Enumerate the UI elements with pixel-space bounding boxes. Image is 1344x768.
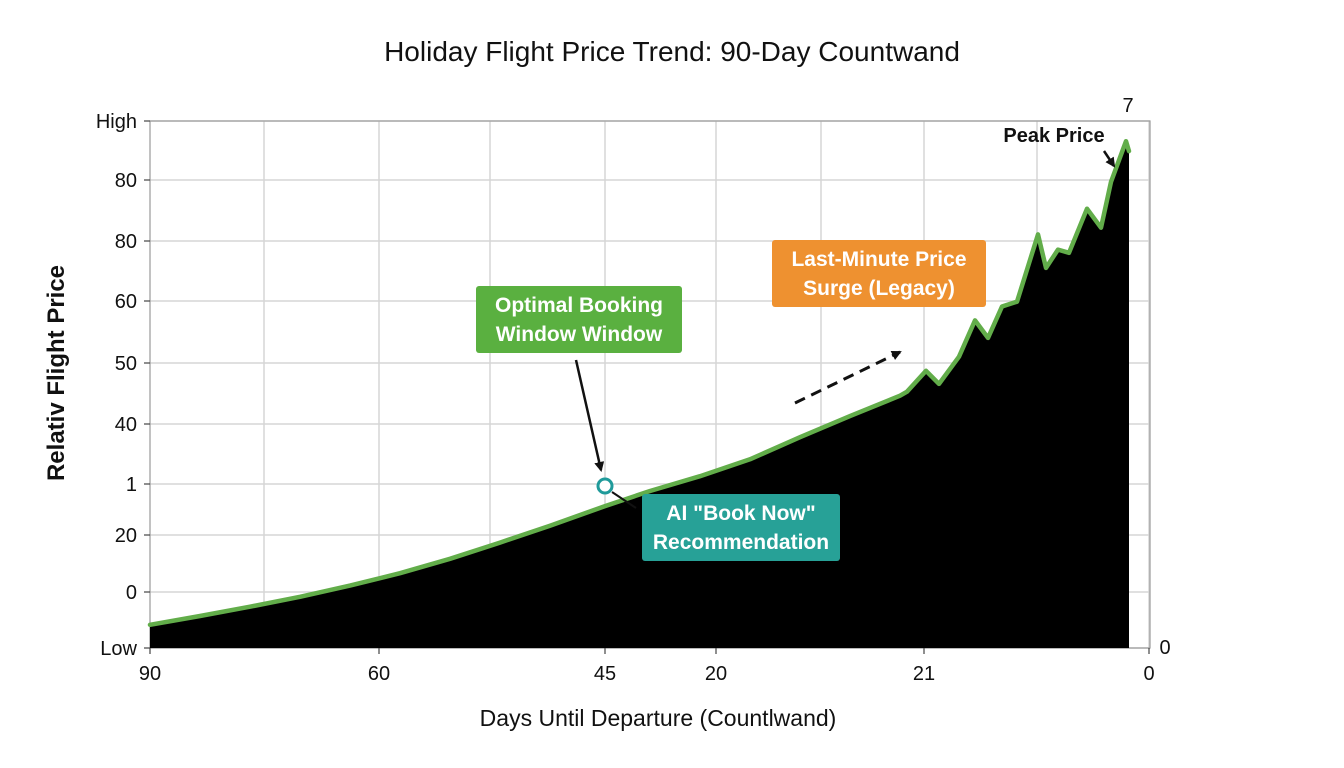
- peak-price-label: Peak Price: [1003, 125, 1104, 147]
- y-axis-label: Relativ Flight Price: [43, 265, 70, 481]
- x-axis-end-label: 0: [1159, 637, 1170, 659]
- ai-recommendation-label: AI "Book Now" Recommendation: [653, 502, 829, 554]
- y-tick-label: 0: [126, 582, 137, 604]
- ai-recommendation-box: [642, 494, 840, 561]
- chart-title: Holiday Flight Price Trend: 90-Day Count…: [384, 36, 960, 67]
- x-tick-label: 21: [913, 663, 935, 685]
- optimal-window-box: [476, 286, 682, 353]
- y-tick-label: 20: [115, 525, 137, 547]
- y-tick-label: High: [96, 111, 137, 133]
- last-minute-surge-label: Last-Minute Price Surge (Legacy): [791, 248, 966, 300]
- peak-tick-label: 7: [1122, 95, 1133, 117]
- ai-recommendation-connector: [611, 491, 637, 509]
- x-axis-label: Days Until Departure (Countlwand): [480, 705, 837, 731]
- y-axis-ticks: Low 0 20 1 40 50 60 80 80 High: [96, 111, 150, 660]
- y-tick-label: 40: [115, 414, 137, 436]
- y-tick-label: 1: [126, 474, 137, 496]
- y-tick-label: Low: [100, 638, 137, 660]
- peak-price-arrow: [1102, 150, 1116, 168]
- price-line: [147, 138, 1132, 628]
- last-minute-surge-box: [772, 240, 986, 307]
- x-tick-label: 20: [705, 663, 727, 685]
- x-axis-ticks: 90 60 45 20 21 0: [139, 648, 1155, 685]
- x-tick-label: 60: [368, 663, 390, 685]
- ai-recommendation-marker: [596, 477, 614, 495]
- x-tick-label: 90: [139, 663, 161, 685]
- surge-dashed-arrow: [794, 350, 902, 405]
- optimal-window-arrow: [574, 359, 605, 472]
- optimal-window-label: Optimal Booking Window Window: [495, 294, 663, 346]
- y-tick-label: 80: [115, 231, 137, 253]
- price-area: [150, 141, 1129, 648]
- y-tick-label: 60: [115, 291, 137, 313]
- x-tick-label: 45: [594, 663, 616, 685]
- y-tick-label: 50: [115, 353, 137, 375]
- x-tick-label: 0: [1143, 663, 1154, 685]
- y-tick-label: 80: [115, 170, 137, 192]
